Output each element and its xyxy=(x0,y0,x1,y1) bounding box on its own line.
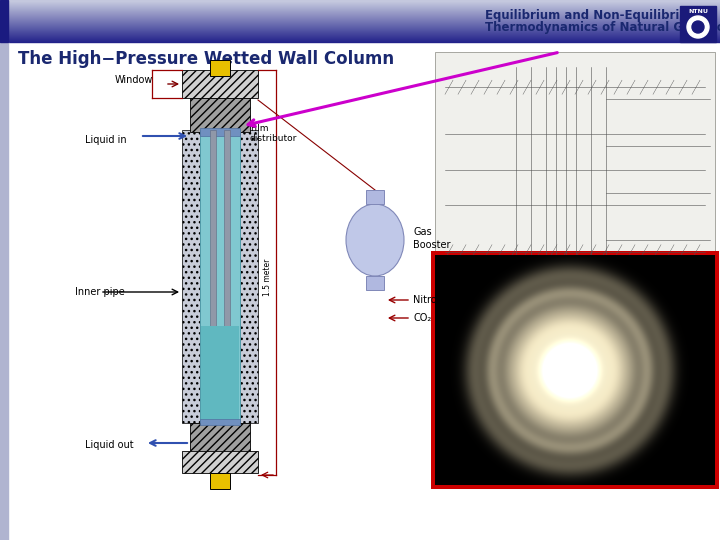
Bar xyxy=(182,70,258,98)
Bar xyxy=(0,36,720,37)
Bar xyxy=(0,0,720,1)
Text: Nitrogen: Nitrogen xyxy=(413,295,455,305)
Bar xyxy=(0,28,720,29)
Text: Liquid out: Liquid out xyxy=(85,440,134,450)
Bar xyxy=(0,18,720,19)
Bar xyxy=(0,6,720,7)
Bar xyxy=(366,276,384,290)
Bar xyxy=(200,130,240,423)
Bar xyxy=(0,9,720,10)
Bar xyxy=(0,40,720,41)
Bar xyxy=(0,8,720,9)
Bar xyxy=(0,37,720,38)
Bar xyxy=(0,30,720,31)
Text: CO₂: CO₂ xyxy=(413,313,431,323)
Bar xyxy=(0,17,720,18)
Bar xyxy=(0,14,720,15)
Circle shape xyxy=(692,21,704,33)
Bar xyxy=(182,451,258,473)
Text: Inner pipe: Inner pipe xyxy=(75,287,125,297)
Bar xyxy=(0,2,720,3)
Bar xyxy=(0,11,720,12)
Bar xyxy=(190,423,250,453)
Text: Film
distributor: Film distributor xyxy=(250,124,297,144)
Bar xyxy=(0,39,720,40)
Bar xyxy=(0,1,720,2)
Text: NTNU: NTNU xyxy=(688,9,708,14)
Ellipse shape xyxy=(346,204,404,276)
Bar xyxy=(0,0,8,42)
Bar xyxy=(0,23,720,24)
Bar xyxy=(0,3,720,4)
Bar xyxy=(182,130,200,423)
Bar xyxy=(0,35,720,36)
Bar xyxy=(0,31,720,32)
Bar xyxy=(0,32,720,33)
Bar xyxy=(0,29,720,30)
Text: Liquid in: Liquid in xyxy=(85,135,127,145)
Bar xyxy=(210,130,216,423)
Bar xyxy=(680,6,716,42)
Bar xyxy=(0,38,720,39)
Bar xyxy=(0,24,720,25)
Bar xyxy=(190,98,250,132)
Bar xyxy=(0,25,720,26)
Bar xyxy=(0,21,720,22)
Bar xyxy=(366,190,384,204)
Text: Booster: Booster xyxy=(413,240,451,250)
Bar xyxy=(224,130,230,423)
Bar xyxy=(0,10,720,11)
Bar xyxy=(0,15,720,16)
Bar xyxy=(0,27,720,28)
Text: Window: Window xyxy=(115,75,153,85)
Bar xyxy=(435,255,715,485)
Bar xyxy=(0,13,720,14)
Bar xyxy=(0,12,720,13)
Bar xyxy=(0,22,720,23)
Bar xyxy=(0,41,720,42)
Bar xyxy=(0,4,720,5)
Text: Thermodynamics of Natural Gas Processing: Thermodynamics of Natural Gas Processing xyxy=(485,21,720,34)
Bar xyxy=(0,7,720,8)
Bar xyxy=(0,5,720,6)
Bar xyxy=(0,42,8,540)
Text: Equilibrium and Non-Equilibrium: Equilibrium and Non-Equilibrium xyxy=(485,9,700,22)
Bar xyxy=(0,34,720,35)
Bar xyxy=(210,60,230,76)
Bar xyxy=(240,130,258,423)
Text: Gas: Gas xyxy=(413,227,431,237)
Bar xyxy=(0,19,720,20)
Bar xyxy=(435,52,715,287)
Bar xyxy=(0,33,720,34)
Bar xyxy=(200,128,240,136)
Bar xyxy=(0,16,720,17)
Bar xyxy=(431,251,719,489)
Text: 1.5 meter: 1.5 meter xyxy=(263,258,272,296)
Bar xyxy=(0,20,720,21)
Bar xyxy=(200,419,240,425)
Circle shape xyxy=(687,16,709,38)
Bar xyxy=(201,326,239,423)
Bar xyxy=(210,473,230,489)
Text: The High−Pressure Wetted Wall Column: The High−Pressure Wetted Wall Column xyxy=(18,50,394,68)
Bar xyxy=(0,26,720,27)
